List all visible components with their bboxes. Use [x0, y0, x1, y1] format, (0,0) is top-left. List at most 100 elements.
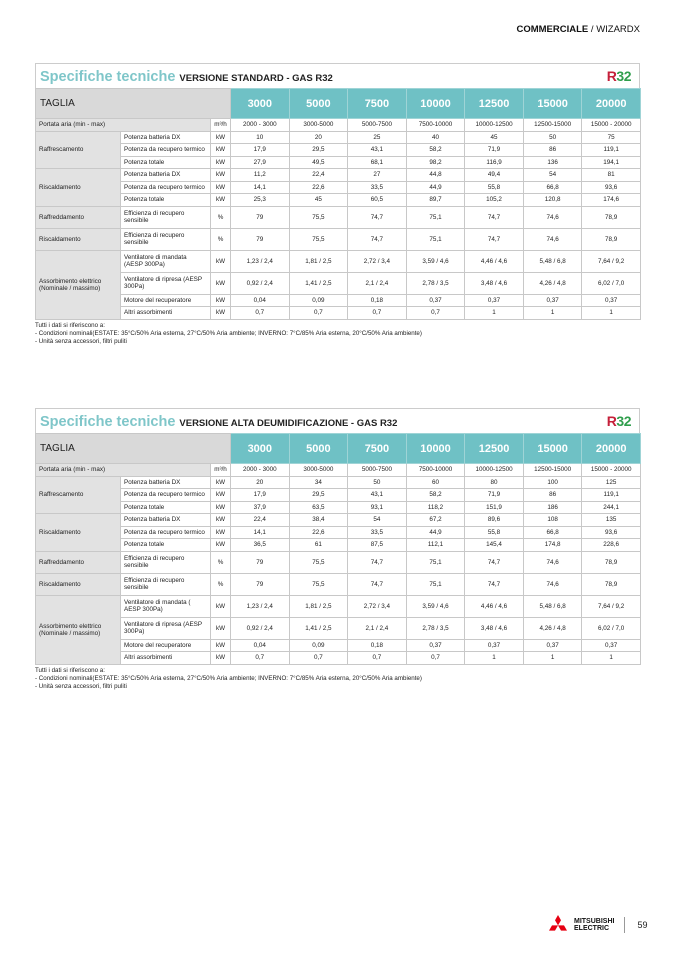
value-cell: 1 — [581, 306, 641, 320]
spec-table-standard: Specifiche tecniche VERSIONE STANDARD - G… — [34, 63, 641, 346]
value-cell: 0,04 — [230, 638, 290, 652]
group-label: Raffrescamento — [35, 475, 121, 514]
unit-cell: kW — [209, 638, 232, 652]
spec-table: TAGLIA 3000 5000 7500 10000 12500 15000 20000 Po… — [34, 433, 641, 665]
group-label: Riscaldamento — [35, 168, 121, 207]
header-row: TAGLIA 3000 5000 7500 10000 12500 15000 20000 — [34, 88, 641, 119]
value-cell: 1 — [581, 651, 641, 665]
value-cell: 0,09 — [288, 638, 349, 652]
title-wrap: Specifiche tecniche VERSIONE ALTA DEUMIDI… — [40, 413, 397, 431]
value-cell: 11,2 — [230, 168, 290, 182]
value-cell: 120,8 — [522, 193, 583, 207]
group-label: Assorbimento elettrico (Nominale / massi… — [35, 249, 121, 320]
value-cell: 15000 - 20000 — [581, 118, 641, 132]
table-row: Potenza totale kW 36,5 61 87,5 112,1 145,4 174,… — [36, 538, 641, 552]
value-cell: 1 — [522, 651, 583, 665]
value-cell: 45 — [464, 130, 524, 144]
size-header: 3000 — [230, 88, 290, 119]
row-label: Potenza totale — [120, 193, 211, 207]
value-cell: 79 — [230, 205, 290, 229]
brand-name: MITSUBISHI ELECTRIC — [574, 918, 615, 932]
row-label: Potenza da recupero termico — [120, 525, 211, 539]
value-cell: 10000-12500 — [464, 118, 524, 132]
value-cell: 0,7 — [288, 306, 349, 320]
table-row: Raffrescamento Potenza batteria DX kW 20 34 5… — [35, 475, 641, 514]
table-row: Ventilatore di ripresa (AESP 300Pa) kW 0,9… — [36, 271, 641, 295]
value-cell: 74,7 — [347, 227, 407, 251]
size-header: 7500 — [347, 88, 407, 119]
value-cell: 58,2 — [405, 488, 466, 502]
value-cell: 75,1 — [405, 227, 466, 251]
value-cell: 0,18 — [347, 293, 407, 307]
value-cell: 66,8 — [522, 525, 583, 539]
value-cell: 10000-12500 — [464, 463, 524, 477]
table-row: Potenza totale kW 37,9 63,5 93,1 118,2 151,9 18… — [36, 500, 641, 514]
value-cell: 116,9 — [464, 155, 524, 169]
row-label: Potenza totale — [120, 538, 211, 552]
value-cell: 125 — [581, 475, 641, 489]
value-cell: 55,8 — [464, 180, 524, 194]
value-cell: 74,6 — [522, 205, 583, 229]
unit-cell: m³/h — [209, 118, 232, 132]
value-cell: 79 — [230, 550, 290, 574]
unit-cell: m³/h — [209, 463, 232, 477]
table-row: Assorbimento elettrico (Nominale / massi… — [35, 594, 641, 665]
page-number: 59 — [637, 920, 648, 930]
value-cell: 0,37 — [581, 293, 641, 307]
r32-badge: R32 — [606, 68, 632, 84]
table-row: Potenza totale kW 25,3 45 60,5 89,7 105,2 120,8… — [36, 193, 641, 207]
value-cell: 44,8 — [405, 168, 466, 182]
value-cell: 2,1 / 2,4 — [347, 271, 407, 295]
value-cell: 15000 - 20000 — [581, 463, 641, 477]
value-cell: 29,5 — [288, 488, 349, 502]
value-cell: 33,5 — [347, 180, 407, 194]
value-cell: 135 — [581, 513, 641, 527]
group-label: Raffrescamento — [35, 130, 121, 169]
value-cell: 87,5 — [347, 538, 407, 552]
value-cell: 2,78 / 3,5 — [405, 616, 466, 640]
r32-r: R — [606, 68, 617, 84]
value-cell: 74,7 — [464, 227, 524, 251]
r32-badge: R32 — [606, 413, 632, 429]
value-cell: 0,37 — [522, 638, 583, 652]
size-header: 15000 — [522, 88, 583, 119]
unit-cell: kW — [209, 180, 232, 194]
size-header: 10000 — [405, 88, 466, 119]
row-label: Altri assorbimenti — [120, 306, 211, 320]
value-cell: 20 — [230, 475, 290, 489]
group-label: Raffreddamento — [35, 550, 121, 574]
row-label: Potenza batteria DX — [120, 513, 211, 527]
value-cell: 1,23 / 2,4 — [230, 594, 290, 618]
title-bar: Specifiche tecniche VERSIONE ALTA DEUMIDI… — [35, 408, 640, 433]
value-cell: 58,2 — [405, 143, 466, 157]
value-cell: 54 — [347, 513, 407, 527]
value-cell: 14,1 — [230, 180, 290, 194]
value-cell: 43,1 — [347, 143, 407, 157]
value-cell: 75,1 — [405, 572, 466, 596]
table-row: Riscaldamento Efficienza di recupero sens… — [35, 227, 641, 251]
value-cell: 3,48 / 4,6 — [464, 616, 524, 640]
section-label: COMMERCIALE — [516, 24, 589, 35]
title-bar: Specifiche tecniche VERSIONE STANDARD - G… — [35, 63, 640, 88]
size-header: 12500 — [464, 88, 524, 119]
r32-r: R — [606, 413, 617, 429]
taglia-header: TAGLIA — [34, 433, 232, 464]
row-label: Ventilatore di mandata (AESP 300Pa) — [120, 249, 211, 273]
value-cell: 7500-10000 — [405, 463, 466, 477]
row-label: Potenza batteria DX — [120, 475, 211, 489]
value-cell: 4,26 / 4,8 — [522, 271, 583, 295]
r32-number: 32 — [616, 68, 631, 84]
size-header: 15000 — [522, 433, 583, 464]
value-cell: 22,6 — [288, 180, 349, 194]
value-cell: 118,2 — [405, 500, 466, 514]
value-cell: 93,6 — [581, 525, 641, 539]
value-cell: 1 — [522, 306, 583, 320]
group-label: Raffreddamento — [35, 205, 121, 229]
group-label: Riscaldamento — [35, 572, 121, 596]
unit-cell: kW — [209, 130, 232, 144]
value-cell: 3,48 / 4,6 — [464, 271, 524, 295]
value-cell: 98,2 — [405, 155, 466, 169]
unit-cell: kW — [209, 306, 232, 320]
value-cell: 5,48 / 6,8 — [522, 249, 583, 273]
unit-cell: % — [209, 205, 232, 229]
